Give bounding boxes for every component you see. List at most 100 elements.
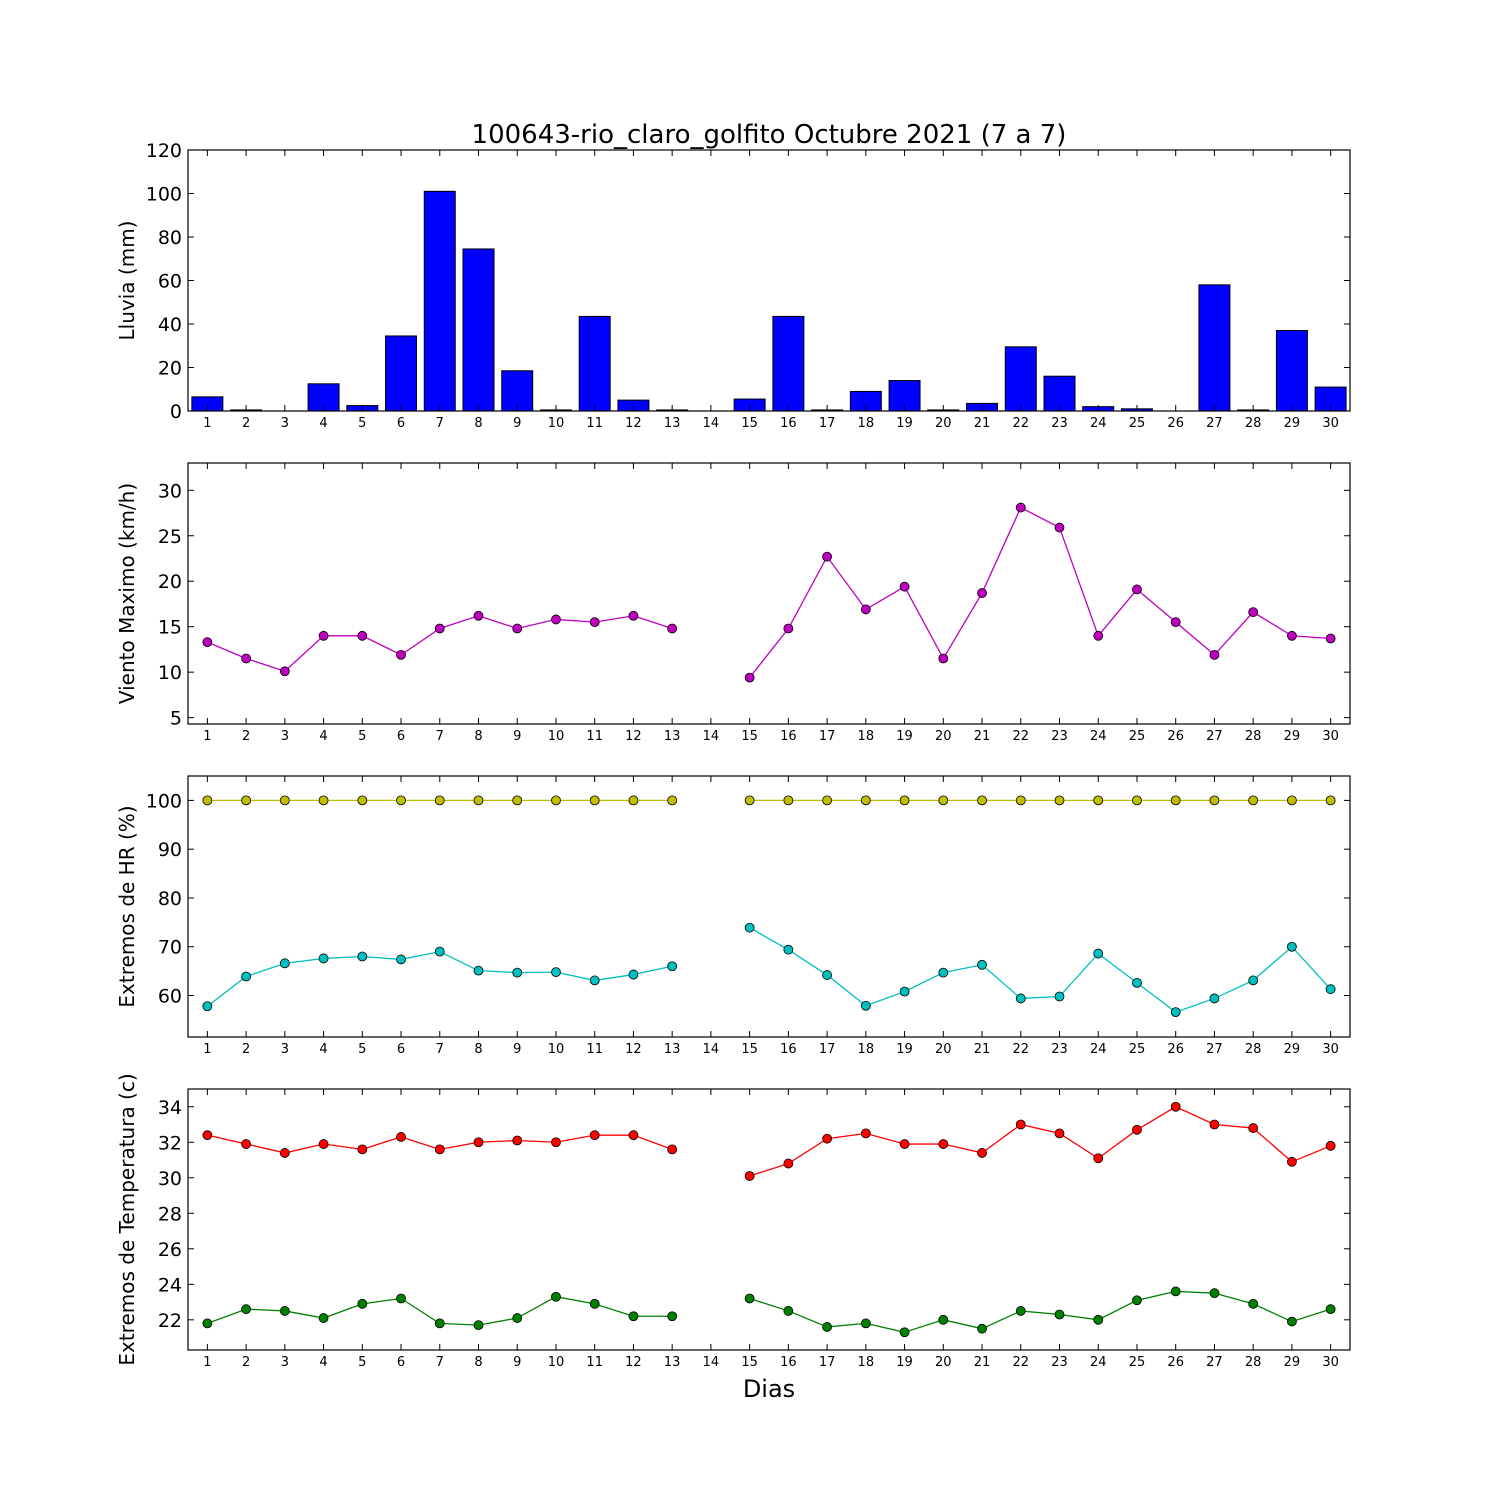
x-tick-label: 24 xyxy=(1090,729,1107,744)
x-tick-label: 11 xyxy=(586,729,603,744)
x-tick-label: 5 xyxy=(358,416,366,431)
series-2-point xyxy=(1054,991,1065,1002)
x-tick-label: 18 xyxy=(858,1355,875,1370)
y-tick-label: 10 xyxy=(158,662,182,684)
x-axis-label: Dias xyxy=(743,1375,795,1403)
series-1-point xyxy=(473,610,484,621)
series-1-point xyxy=(1132,795,1142,806)
series-1-point xyxy=(1287,1156,1297,1167)
series-1-point xyxy=(551,1137,561,1148)
x-tick-label: 12 xyxy=(625,1355,642,1370)
series-2-point xyxy=(357,1298,368,1309)
x-tick-label: 4 xyxy=(319,416,327,431)
series-2-point xyxy=(744,922,755,933)
series-1-point xyxy=(744,672,755,683)
x-tick-label: 28 xyxy=(1245,729,1262,744)
y-tick-label: 90 xyxy=(158,839,182,861)
x-tick-label: 2 xyxy=(242,1042,250,1057)
series-2-point xyxy=(977,959,987,970)
x-tick-label: 22 xyxy=(1012,416,1029,431)
x-tick-label: 30 xyxy=(1322,1042,1339,1057)
series-2-point xyxy=(783,1306,794,1316)
series-1-point xyxy=(822,795,832,806)
x-tick-label: 8 xyxy=(474,416,482,431)
y-tick-label: 22 xyxy=(158,1310,182,1332)
y-tick-label: 25 xyxy=(158,526,182,548)
series-1-point xyxy=(434,623,445,634)
x-tick-label: 24 xyxy=(1090,416,1107,431)
series-1-point xyxy=(357,1144,368,1155)
series-1-point xyxy=(783,795,794,806)
series-1-point xyxy=(1093,630,1104,641)
series-2-point xyxy=(938,967,949,978)
series-1-line xyxy=(749,1106,1331,1177)
series-2-point xyxy=(1170,1286,1181,1297)
x-tick-label: 24 xyxy=(1090,1042,1107,1057)
x-tick-label: 20 xyxy=(935,1042,952,1057)
y-axis-label: Lluvia (mm) xyxy=(115,221,139,341)
x-tick-label: 28 xyxy=(1245,1042,1262,1057)
x-tick-label: 27 xyxy=(1206,1355,1223,1370)
y-tick-label: 34 xyxy=(158,1097,182,1119)
x-tick-label: 1 xyxy=(203,1042,211,1057)
series-2-point xyxy=(202,1318,213,1329)
series-1-point xyxy=(938,653,949,664)
series-2-point xyxy=(977,1323,987,1334)
series-2-point xyxy=(551,967,561,978)
rain-bar xyxy=(501,370,534,412)
series-2-point xyxy=(822,1322,832,1332)
series-2-point xyxy=(1132,977,1142,988)
x-tick-label: 12 xyxy=(625,1042,642,1057)
series-1-point xyxy=(1209,649,1220,660)
rain-bar xyxy=(772,315,805,412)
series-1-point xyxy=(1132,584,1142,595)
axes-frame xyxy=(187,149,1351,412)
x-tick-label: 12 xyxy=(625,416,642,431)
series-2-line xyxy=(206,950,673,1007)
x-tick-label: 6 xyxy=(397,416,405,431)
series-2-point xyxy=(434,946,445,957)
x-tick-label: 9 xyxy=(513,729,521,744)
series-2-point xyxy=(241,971,252,982)
series-1-point xyxy=(1325,795,1336,806)
x-tick-label: 18 xyxy=(858,729,875,744)
series-2-point xyxy=(783,944,794,955)
series-1-point xyxy=(589,1130,600,1141)
rain-bar xyxy=(1275,330,1308,412)
series-2-point xyxy=(1325,984,1336,995)
series-1-point xyxy=(473,1137,484,1148)
series-1-point xyxy=(1054,522,1065,533)
x-tick-label: 26 xyxy=(1167,416,1184,431)
x-tick-label: 6 xyxy=(397,729,405,744)
x-tick-label: 18 xyxy=(858,1042,875,1057)
series-1-point xyxy=(977,588,987,598)
series-1-point xyxy=(1015,795,1026,806)
x-tick-label: 14 xyxy=(703,1355,720,1370)
series-2-point xyxy=(1015,1306,1026,1316)
x-tick-label: 16 xyxy=(780,729,797,744)
x-tick-label: 13 xyxy=(664,1042,681,1057)
x-tick-label: 3 xyxy=(281,729,289,744)
x-tick-label: 13 xyxy=(664,416,681,431)
series-1-point xyxy=(202,795,213,806)
x-tick-label: 3 xyxy=(281,416,289,431)
series-2-point xyxy=(1325,1304,1336,1315)
series-1-point xyxy=(899,795,910,806)
series-1-point xyxy=(434,795,445,806)
x-tick-label: 2 xyxy=(242,1355,250,1370)
y-tick-label: 5 xyxy=(170,708,182,730)
axes-frame xyxy=(187,462,1351,725)
x-tick-label: 19 xyxy=(896,729,913,744)
series-1-point xyxy=(822,1133,832,1144)
series-1-point xyxy=(1287,795,1297,806)
axes-frame xyxy=(187,1088,1351,1351)
x-tick-label: 4 xyxy=(319,729,327,744)
x-tick-label: 14 xyxy=(703,416,720,431)
series-1-point xyxy=(744,1171,755,1181)
series-1-point xyxy=(512,623,523,634)
series-2-point xyxy=(1093,1314,1104,1325)
series-2-point xyxy=(1015,993,1026,1004)
rain-bar xyxy=(423,190,456,412)
